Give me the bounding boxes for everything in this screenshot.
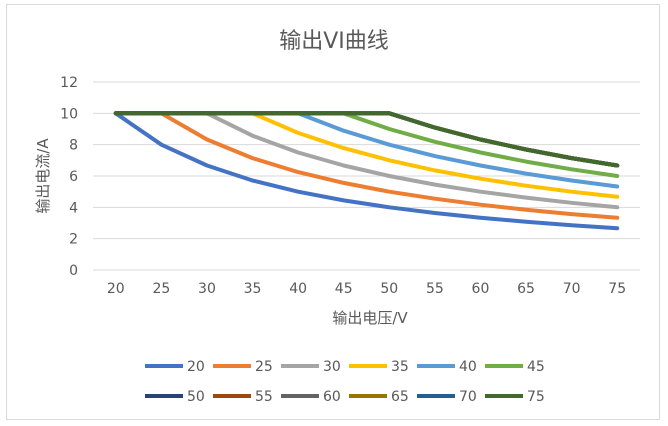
chart-title: 输出VI曲线 (279, 29, 389, 54)
x-tick-label: 40 (289, 281, 307, 297)
y-tick-label: 6 (69, 169, 78, 185)
y-tick-label: 12 (60, 75, 78, 91)
legend-label-40: 40 (459, 359, 477, 375)
series-line-25 (113, 111, 620, 220)
legend-label-35: 35 (391, 359, 409, 375)
legend-label-65: 65 (391, 389, 409, 405)
series-line-35 (113, 111, 620, 199)
legend-label-70: 70 (459, 389, 477, 405)
x-axis-title: 输出电压/V (332, 309, 408, 327)
legend-label-25: 25 (255, 359, 273, 375)
x-tick-label: 55 (426, 281, 444, 297)
x-tick-label: 20 (107, 281, 125, 297)
x-tick-label: 60 (472, 281, 490, 297)
x-tick-label: 65 (517, 281, 535, 297)
y-axis-title: 输出电流/A (34, 138, 52, 214)
legend-label-45: 45 (527, 359, 545, 375)
y-tick-label: 0 (69, 263, 78, 279)
x-tick-label: 45 (335, 281, 353, 297)
x-tick-label: 35 (244, 281, 262, 297)
y-tick-label: 8 (69, 138, 78, 154)
x-tick-label: 30 (198, 281, 216, 297)
legend-label-60: 60 (323, 389, 341, 405)
x-tick-label: 70 (563, 281, 581, 297)
y-tick-label: 4 (69, 200, 78, 216)
legend-label-20: 20 (187, 359, 205, 375)
legend-label-30: 30 (323, 359, 341, 375)
series-line-75 (113, 111, 620, 168)
legend-label-50: 50 (187, 389, 205, 405)
x-tick-label: 25 (152, 281, 170, 297)
series-line-20 (113, 111, 620, 231)
y-tick-label: 2 (69, 232, 78, 248)
legend-label-75: 75 (527, 389, 545, 405)
x-tick-label: 75 (608, 281, 626, 297)
y-tick-label: 10 (60, 106, 78, 122)
legend-label-55: 55 (255, 389, 273, 405)
x-tick-label: 50 (380, 281, 398, 297)
